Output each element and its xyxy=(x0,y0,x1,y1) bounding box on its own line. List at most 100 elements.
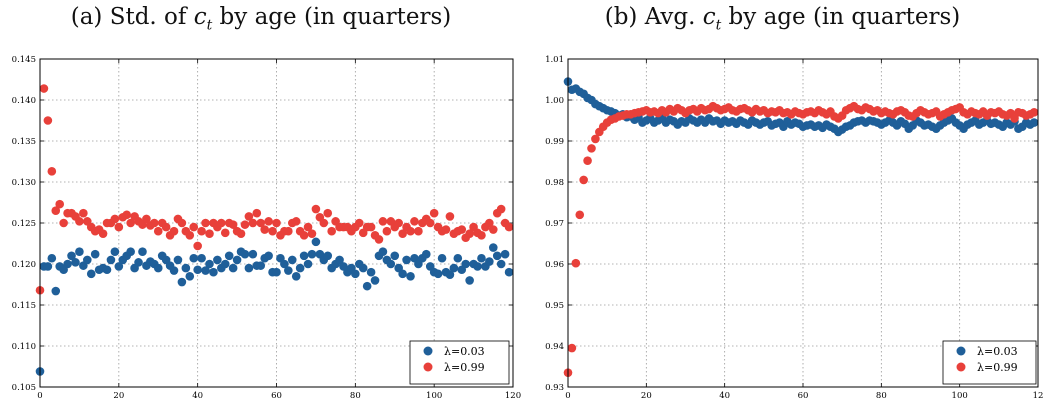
data-point-lambda-0-03 xyxy=(71,258,80,267)
data-point-lambda-0-99 xyxy=(193,241,202,251)
data-point-lambda-0-03 xyxy=(51,286,61,296)
data-point-lambda-0-99 xyxy=(264,217,273,226)
data-point-lambda-0-03 xyxy=(83,255,92,265)
data-point-lambda-0-99 xyxy=(382,226,392,236)
x-tick-label: 120 xyxy=(505,391,521,401)
data-point-lambda-0-03 xyxy=(181,263,191,273)
data-point-lambda-0-03 xyxy=(114,262,124,271)
data-point-lambda-0-99 xyxy=(161,222,171,232)
data-point-lambda-0-03 xyxy=(461,259,471,269)
data-point-lambda-0-99 xyxy=(575,210,585,220)
data-point-lambda-0-99 xyxy=(485,218,494,228)
data-point-lambda-0-03 xyxy=(244,263,254,273)
chart-title: (b) Avg. ct by age (in quarters) xyxy=(522,4,1043,34)
data-point-lambda-0-99 xyxy=(441,225,451,234)
x-tick-label: 0 xyxy=(37,391,42,401)
x-tick-label: 12 xyxy=(1033,391,1043,401)
data-point-lambda-0-99 xyxy=(291,217,301,226)
data-point-lambda-0-99 xyxy=(366,222,376,232)
data-point-lambda-0-03 xyxy=(43,262,53,271)
data-point-lambda-0-99 xyxy=(567,343,577,353)
data-point-lambda-0-03 xyxy=(209,267,218,277)
data-point-lambda-0-99 xyxy=(189,222,199,232)
y-tick-label: 0.125 xyxy=(12,219,36,229)
data-point-lambda-0-99 xyxy=(55,199,65,209)
data-point-lambda-0-03 xyxy=(284,266,293,275)
scatter-plot-avg: 0 20 40 60 80 100 12 0.93 0.94 0.95 0.96 0.97 0.98 0.… xyxy=(545,55,1043,401)
data-point-lambda-0-99 xyxy=(240,220,250,229)
data-point-lambda-0-03 xyxy=(189,253,199,263)
data-point-lambda-0-99 xyxy=(414,226,423,236)
data-point-lambda-0-03 xyxy=(488,243,498,252)
data-point-lambda-0-99 xyxy=(126,218,135,228)
data-point-lambda-0-99 xyxy=(374,235,384,244)
data-point-lambda-0-03 xyxy=(220,259,230,269)
data-point-lambda-0-03 xyxy=(197,253,206,263)
data-point-lambda-0-03 xyxy=(193,265,202,275)
data-point-lambda-0-99 xyxy=(248,218,258,228)
data-point-lambda-0-03 xyxy=(287,255,297,265)
data-point-lambda-0-99 xyxy=(217,218,226,228)
data-point-lambda-0-99 xyxy=(47,167,57,176)
data-point-lambda-0-03 xyxy=(323,251,333,261)
data-point-lambda-0-03 xyxy=(504,267,514,277)
data-points xyxy=(35,84,514,376)
x-tick-label: 100 xyxy=(426,391,442,401)
data-point-lambda-0-03 xyxy=(453,253,463,263)
data-point-lambda-0-03 xyxy=(500,249,510,259)
y-tick-label: 0.93 xyxy=(545,383,564,393)
data-point-lambda-0-03 xyxy=(110,247,120,256)
data-point-lambda-0-03 xyxy=(299,251,309,261)
data-point-lambda-0-03 xyxy=(421,249,431,259)
data-point-lambda-0-99 xyxy=(319,218,329,228)
data-point-lambda-0-99 xyxy=(445,212,455,221)
legend-marker xyxy=(956,362,966,372)
data-point-lambda-0-99 xyxy=(583,156,592,165)
data-point-lambda-0-99 xyxy=(272,218,281,228)
data-point-lambda-0-99 xyxy=(303,222,313,232)
y-tick-label: 0.97 xyxy=(545,219,564,229)
data-point-lambda-0-99 xyxy=(79,208,88,218)
data-point-lambda-0-99 xyxy=(153,226,163,236)
data-point-lambda-0-03 xyxy=(351,269,360,279)
x-tick-label: 40 xyxy=(719,391,730,401)
data-point-lambda-0-03 xyxy=(232,255,242,265)
data-point-lambda-0-99 xyxy=(311,204,321,214)
data-point-lambda-0-03 xyxy=(264,251,273,261)
x-tick-label: 20 xyxy=(113,391,124,401)
data-point-lambda-0-99 xyxy=(268,226,277,236)
data-point-lambda-0-03 xyxy=(224,251,234,261)
data-point-lambda-0-03 xyxy=(240,249,250,259)
data-point-lambda-0-99 xyxy=(228,220,238,229)
data-point-lambda-0-03 xyxy=(90,249,100,259)
data-point-lambda-0-03 xyxy=(272,267,281,277)
data-point-lambda-0-03 xyxy=(402,255,411,265)
legend-marker xyxy=(956,346,966,356)
data-point-lambda-0-99 xyxy=(299,231,309,240)
data-point-lambda-0-03 xyxy=(106,255,116,265)
chart-title: (a) Std. of ct by age (in quarters) xyxy=(0,4,522,34)
plot-frame xyxy=(567,58,1039,388)
data-point-lambda-0-03 xyxy=(406,272,415,281)
data-point-lambda-0-99 xyxy=(579,175,588,185)
x-tick-label: 60 xyxy=(271,391,282,401)
data-point-lambda-0-99 xyxy=(571,258,581,268)
panel-std: (a) Std. of ct by age (in quarters) 0 20 4… xyxy=(0,4,522,401)
data-point-lambda-0-03 xyxy=(473,262,482,271)
data-point-lambda-0-03 xyxy=(358,263,368,273)
data-point-lambda-0-03 xyxy=(378,247,388,256)
x-tick-label: 100 xyxy=(952,391,968,401)
data-point-lambda-0-03 xyxy=(445,270,455,279)
data-point-lambda-0-03 xyxy=(205,259,214,269)
data-point-lambda-0-99 xyxy=(465,229,474,238)
data-point-lambda-0-03 xyxy=(311,237,321,247)
y-tick-label: 0.145 xyxy=(12,55,36,65)
data-point-lambda-0-99 xyxy=(142,214,151,224)
data-point-lambda-0-03 xyxy=(477,253,486,263)
data-point-lambda-0-99 xyxy=(591,134,600,144)
legend-label: λ=0.99 xyxy=(977,361,1018,374)
data-point-lambda-0-99 xyxy=(260,225,269,234)
data-point-lambda-0-03 xyxy=(248,249,258,259)
data-point-lambda-0-99 xyxy=(477,231,486,240)
data-point-lambda-0-99 xyxy=(425,218,435,228)
